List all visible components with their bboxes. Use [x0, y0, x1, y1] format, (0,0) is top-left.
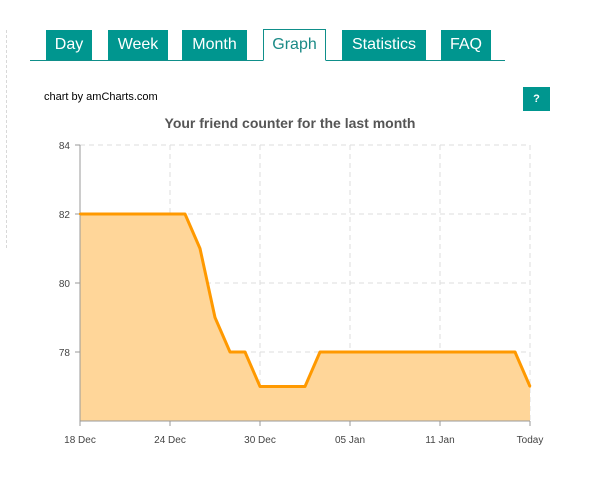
data-point	[213, 316, 217, 319]
tab-week[interactable]: Week	[108, 30, 168, 60]
tab-day[interactable]: Day	[46, 30, 92, 60]
x-tick-label: 11 Jan	[425, 435, 454, 446]
data-point	[78, 212, 82, 216]
data-point	[138, 212, 142, 216]
tab-graph[interactable]: Graph	[263, 29, 326, 61]
left-divider	[6, 30, 7, 248]
data-point	[93, 212, 97, 216]
tab-month[interactable]: Month	[182, 30, 247, 60]
data-point	[318, 350, 322, 354]
x-axis-ticks: 18 Dec 24 Dec 30 Dec 05 Jan 11 Jan Today	[64, 421, 543, 446]
data-point	[168, 212, 172, 216]
data-point	[348, 350, 352, 354]
x-tick-label: 05 Jan	[335, 435, 365, 446]
chart-credit-link[interactable]: chart by amCharts.com	[44, 91, 158, 103]
data-point	[408, 350, 412, 354]
x-tick-label: 24 Dec	[154, 435, 186, 446]
data-point	[273, 385, 277, 388]
help-button[interactable]: ?	[523, 87, 550, 111]
data-point	[513, 350, 517, 354]
y-axis-ticks: 84 82 80 78	[59, 141, 80, 359]
chart-title: Your friend counter for the last month	[165, 115, 416, 131]
data-point	[423, 350, 427, 354]
series-area	[80, 214, 530, 421]
data-point	[363, 350, 367, 354]
data-point	[498, 350, 502, 354]
data-point	[288, 385, 292, 388]
data-point	[468, 350, 472, 354]
y-tick-label: 84	[59, 141, 71, 152]
data-point	[198, 247, 202, 250]
data-point	[183, 212, 187, 216]
data-point	[393, 350, 397, 354]
data-point	[258, 385, 262, 388]
y-tick-label: 80	[59, 279, 71, 290]
data-point	[333, 350, 337, 354]
y-tick-label: 82	[59, 210, 71, 221]
x-tick-label: 18 Dec	[64, 435, 96, 446]
tab-faq[interactable]: FAQ	[441, 30, 491, 60]
y-tick-label: 78	[59, 348, 71, 359]
data-point	[228, 350, 232, 354]
data-point	[108, 212, 112, 216]
x-tick-label: Today	[517, 435, 544, 446]
data-point	[438, 350, 442, 354]
data-point	[243, 350, 247, 354]
data-point	[153, 212, 157, 216]
tab-bar: Day Week Month Graph Statistics FAQ	[30, 28, 505, 61]
data-point	[303, 385, 307, 388]
data-point	[483, 350, 487, 354]
data-point	[378, 350, 382, 354]
x-tick-label: 30 Dec	[244, 435, 276, 446]
data-point	[528, 385, 532, 388]
tab-statistics[interactable]: Statistics	[342, 30, 426, 60]
data-point	[123, 212, 127, 216]
data-point	[453, 350, 457, 354]
